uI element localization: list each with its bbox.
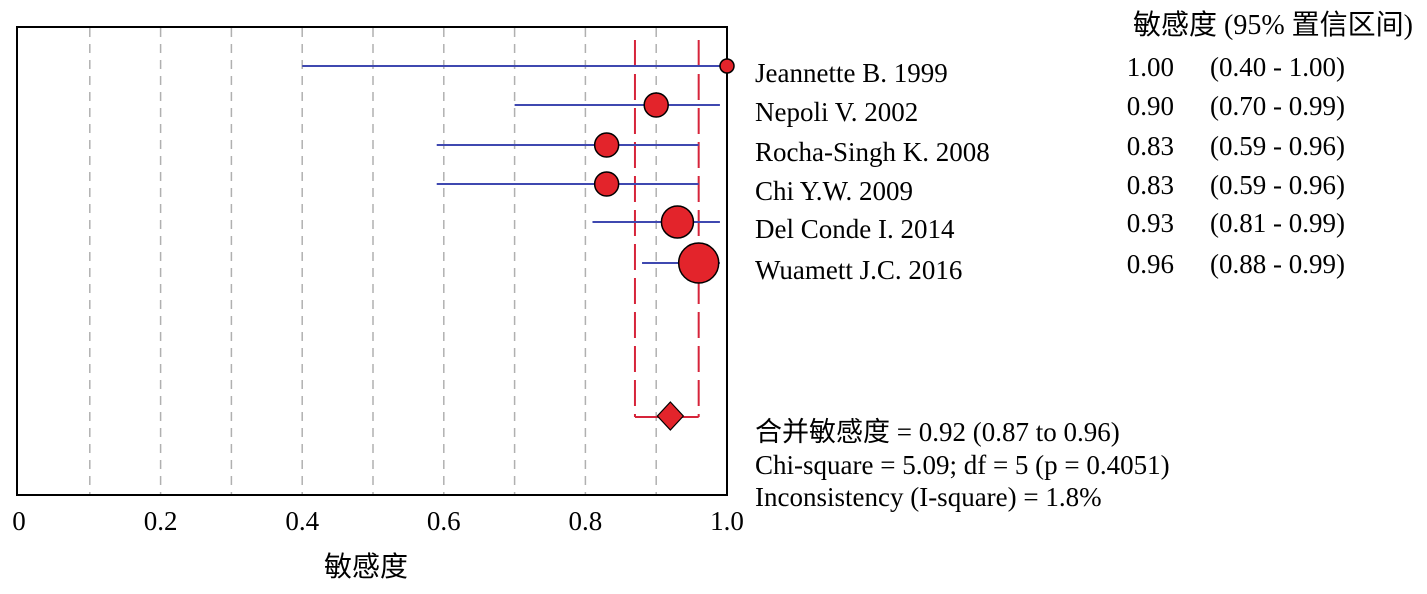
x-axis-ticks: 0 0.2 0.4 0.6 0.8 1.0	[12, 506, 744, 536]
study-estimate: 0.83	[1127, 131, 1174, 161]
study-estimate: 0.93	[1127, 208, 1174, 238]
study-point	[593, 171, 620, 197]
study-ci: (0.40 - 1.00)	[1210, 52, 1345, 82]
column-header: 敏感度 (95% 置信区间)	[1133, 9, 1413, 41]
x-tick-label: 0.8	[569, 506, 603, 536]
study-labels: Jeannette B. 1999 1.00 (0.40 - 1.00) Nepoli…	[755, 52, 1345, 285]
grid-lines	[89, 28, 657, 494]
study-point	[643, 92, 669, 118]
study-ci: (0.59 - 0.96)	[1210, 131, 1345, 161]
pooled-ci-lines	[633, 40, 700, 431]
pooled-diamond	[656, 401, 685, 431]
study-point	[677, 242, 720, 284]
study-name: Chi Y.W. 2009	[755, 176, 913, 206]
study-point	[593, 132, 620, 158]
x-axis-label: 敏感度	[324, 551, 408, 583]
study-estimate: 0.90	[1127, 91, 1174, 121]
plot-frame	[16, 26, 728, 496]
study-estimate: 1.00	[1127, 52, 1174, 82]
study-ci: (0.59 - 0.96)	[1210, 170, 1345, 200]
study-estimate: 0.83	[1127, 170, 1174, 200]
inconsistency-text: Inconsistency (I-square) = 1.8%	[755, 482, 1102, 512]
study-point	[660, 205, 695, 239]
x-tick-label: 0.6	[427, 506, 461, 536]
study-ci: (0.70 - 0.99)	[1210, 91, 1345, 121]
study-ci: (0.88 - 0.99)	[1210, 249, 1345, 279]
study-point	[719, 58, 735, 74]
chi-square-text: Chi-square = 5.09; df = 5 (p = 0.4051)	[755, 450, 1170, 480]
study-name: Nepoli V. 2002	[755, 97, 918, 127]
study-name: Del Conde I. 2014	[755, 214, 955, 244]
pooled-summary-text: 合并敏感度 = 0.92 (0.87 to 0.96)	[755, 417, 1120, 447]
study-name: Jeannette B. 1999	[755, 58, 948, 88]
x-tick-label: 0	[12, 506, 26, 536]
study-name: Wuamett J.C. 2016	[755, 255, 962, 285]
study-ci: (0.81 - 0.99)	[1210, 208, 1345, 238]
study-name: Rocha-Singh K. 2008	[755, 137, 990, 167]
study-estimate: 0.96	[1127, 249, 1174, 279]
x-tick-label: 0.2	[144, 506, 178, 536]
x-tick-label: 1.0	[710, 506, 744, 536]
study-markers	[302, 58, 735, 284]
x-tick-label: 0.4	[285, 506, 319, 536]
